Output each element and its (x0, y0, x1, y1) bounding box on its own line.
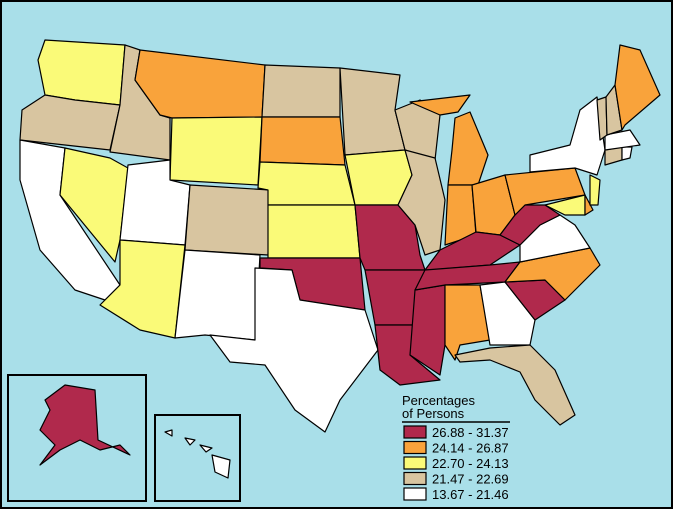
legend-title: of Persons (402, 406, 465, 421)
state (19, 94, 121, 151)
legend-title: Percentages (402, 393, 475, 408)
state (259, 116, 346, 166)
legend-label: 13.67 - 21.46 (432, 487, 509, 502)
state (409, 94, 471, 116)
legend-label: 22.70 - 24.13 (432, 456, 509, 471)
states (19, 39, 661, 433)
state (584, 194, 594, 216)
legend-swatch (403, 425, 427, 439)
legend-swatch (403, 440, 427, 455)
legend-swatch (403, 456, 427, 470)
hawaii-inset (154, 414, 241, 502)
legend-swatch (403, 471, 427, 486)
state (267, 204, 361, 259)
state (174, 249, 261, 341)
state (209, 267, 379, 433)
state (169, 116, 263, 186)
state (211, 454, 231, 479)
state (164, 429, 173, 437)
state (184, 184, 271, 256)
state (397, 149, 446, 256)
legend-swatch (403, 487, 427, 501)
legend-label: 26.88 - 31.37 (432, 425, 509, 440)
state (614, 44, 661, 131)
legend-label: 24.14 - 26.87 (432, 441, 509, 456)
state (479, 281, 536, 346)
alaska (39, 384, 131, 466)
legend: Percentages of Persons 26.88 - 31.3724.1… (402, 393, 510, 502)
state (604, 129, 641, 151)
state (199, 444, 213, 453)
hawaii (164, 429, 231, 479)
state (257, 161, 356, 206)
legend-label: 21.47 - 22.69 (432, 472, 509, 487)
state (261, 64, 341, 118)
state (37, 39, 126, 106)
state (621, 146, 633, 161)
state (589, 174, 601, 206)
state (184, 437, 196, 446)
state (454, 344, 576, 426)
